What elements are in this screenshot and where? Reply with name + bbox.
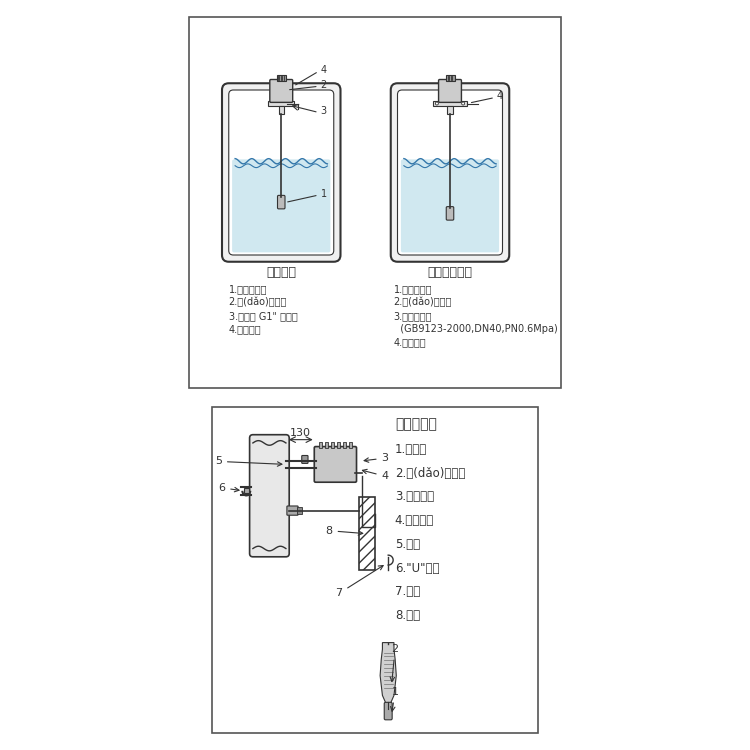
FancyBboxPatch shape: [398, 90, 502, 255]
Text: 1: 1: [321, 189, 327, 199]
Text: 1.測量傳感器: 1.測量傳感器: [394, 284, 432, 295]
FancyBboxPatch shape: [439, 80, 461, 103]
Bar: [447, 106, 452, 114]
Text: 4.電氣殼體: 4.電氣殼體: [229, 324, 261, 334]
Bar: [319, 442, 322, 448]
Bar: [349, 442, 352, 448]
FancyBboxPatch shape: [278, 196, 285, 208]
Text: 3.連接件 G1" 外螺紋: 3.連接件 G1" 外螺紋: [229, 310, 298, 321]
Text: 4: 4: [362, 470, 388, 482]
Bar: [343, 442, 346, 448]
Text: 螺紋安裝: 螺紋安裝: [266, 266, 296, 279]
Text: 6."U"型卡: 6."U"型卡: [394, 562, 439, 574]
Text: 4: 4: [496, 92, 503, 101]
Text: 6: 6: [218, 483, 239, 493]
Text: 2.導(dǎo)氣電纜: 2.導(dǎo)氣電纜: [229, 297, 287, 307]
Text: 2: 2: [390, 644, 399, 682]
Text: 130: 130: [290, 427, 311, 438]
Bar: [446, 75, 454, 81]
Text: 5: 5: [215, 457, 282, 466]
Text: 2.導(dǎo)氣電纜: 2.導(dǎo)氣電纜: [394, 297, 452, 307]
Text: 1.測量傳感器: 1.測量傳感器: [229, 284, 267, 295]
FancyBboxPatch shape: [229, 90, 334, 255]
Text: 法蘭連接安裝: 法蘭連接安裝: [427, 266, 472, 279]
FancyBboxPatch shape: [400, 160, 499, 252]
Text: 3: 3: [321, 106, 327, 116]
FancyBboxPatch shape: [384, 702, 392, 720]
Text: 7.掛鉤: 7.掛鉤: [394, 586, 420, 598]
Bar: [268, 101, 294, 106]
Bar: [433, 101, 466, 106]
Text: 分體式安裝: 分體式安裝: [394, 417, 436, 431]
Text: 8: 8: [326, 526, 363, 536]
Bar: [337, 442, 340, 448]
FancyBboxPatch shape: [391, 83, 509, 262]
Bar: [298, 507, 302, 514]
FancyBboxPatch shape: [287, 506, 298, 515]
FancyBboxPatch shape: [211, 406, 538, 734]
FancyBboxPatch shape: [232, 160, 330, 252]
Text: 2: 2: [321, 80, 327, 90]
Text: 5.管道: 5.管道: [394, 538, 420, 551]
FancyBboxPatch shape: [314, 446, 356, 482]
Text: 1.傳感器: 1.傳感器: [394, 442, 427, 456]
FancyBboxPatch shape: [189, 17, 560, 388]
Bar: [279, 106, 284, 114]
Text: 4.電氣殼體: 4.電氣殼體: [394, 337, 426, 347]
Text: 4.安裝支架: 4.安裝支架: [394, 514, 434, 527]
Bar: [244, 488, 248, 493]
FancyBboxPatch shape: [250, 435, 290, 556]
Bar: [325, 442, 328, 448]
Text: 2.導(dǎo)氣電纜: 2.導(dǎo)氣電纜: [394, 466, 465, 479]
FancyBboxPatch shape: [302, 455, 308, 464]
Polygon shape: [380, 643, 396, 709]
Text: 4: 4: [321, 65, 327, 75]
Text: 8.墻體: 8.墻體: [394, 609, 420, 622]
Bar: [331, 442, 334, 448]
Text: 1: 1: [391, 688, 398, 711]
Text: 3.電氣殼體: 3.電氣殼體: [394, 490, 434, 503]
Text: 3.連接件法蘭: 3.連接件法蘭: [394, 310, 432, 321]
Text: 3: 3: [364, 453, 388, 463]
Bar: [277, 75, 286, 81]
Circle shape: [461, 102, 464, 105]
Bar: [358, 497, 375, 570]
Text: 7: 7: [335, 566, 383, 598]
Text: (GB9123-2000,DN40,PN0.6Mpa): (GB9123-2000,DN40,PN0.6Mpa): [394, 324, 557, 334]
FancyBboxPatch shape: [446, 207, 454, 220]
FancyBboxPatch shape: [270, 80, 292, 103]
FancyBboxPatch shape: [222, 83, 340, 262]
Circle shape: [435, 102, 438, 105]
